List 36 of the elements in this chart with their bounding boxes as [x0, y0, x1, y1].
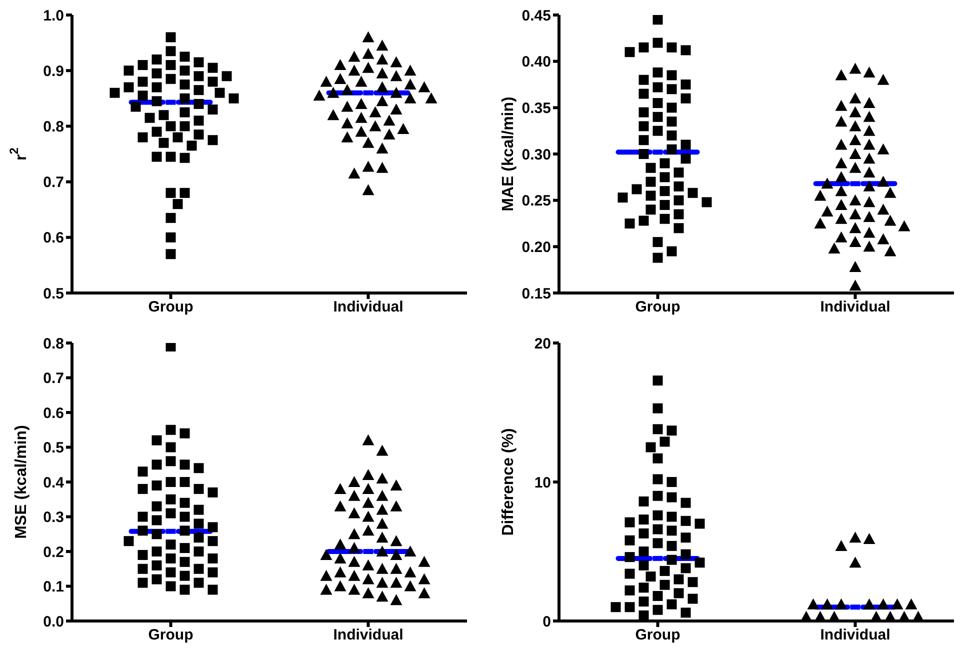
y-tick-label: 0.5 — [43, 440, 64, 457]
y-tick-label: 0.6 — [43, 230, 64, 247]
y-axis-title: MAE (kcal/min) — [500, 96, 518, 212]
y-tick-label: 0.8 — [43, 118, 64, 136]
x-tick-label: Individual — [333, 298, 404, 316]
x-tick-label: Individual — [820, 298, 890, 316]
y-tick-label: 0.15 — [522, 285, 551, 302]
y-axis-title: MSE (kcal/min) — [13, 425, 30, 539]
x-tick-label: Group — [635, 626, 680, 644]
y-tick-label: 0.5 — [43, 285, 64, 302]
y-tick-label: 0.3 — [43, 509, 64, 526]
y-tick-label: 10 — [534, 474, 551, 492]
y-tick-label: 0.4 — [43, 474, 65, 492]
x-tick-label: Group — [148, 626, 194, 644]
y-tick-label: 0.6 — [43, 404, 64, 422]
y-tick-label: 0.20 — [522, 238, 551, 256]
y-tick-label: 0.40 — [522, 54, 551, 71]
y-axis-title: Difference (%) — [500, 428, 518, 536]
x-tick-label: Individual — [333, 626, 404, 644]
y-tick-label: 0.7 — [43, 370, 64, 388]
y-tick-label: 0.25 — [522, 192, 551, 210]
y-tick-label: 0.7 — [43, 174, 64, 192]
y-tick-label: 20 — [534, 335, 551, 352]
y-tick-label: 0.8 — [43, 335, 64, 352]
y-tick-label: 0.1 — [43, 578, 64, 596]
y-tick-label: 0 — [542, 613, 551, 630]
y-tick-label: 0.0 — [43, 613, 64, 630]
y-tick-label: 1.0 — [43, 7, 64, 24]
x-tick-label: Group — [635, 298, 680, 316]
y-tick-label: 0.45 — [522, 7, 551, 24]
y-tick-label: 0.35 — [522, 100, 551, 117]
y-tick-label: 0.2 — [43, 544, 64, 561]
y-tick-label: 0.9 — [43, 62, 64, 80]
y-tick-label: 0.30 — [522, 146, 551, 164]
x-tick-label: Group — [148, 298, 194, 316]
x-tick-label: Individual — [820, 626, 890, 644]
